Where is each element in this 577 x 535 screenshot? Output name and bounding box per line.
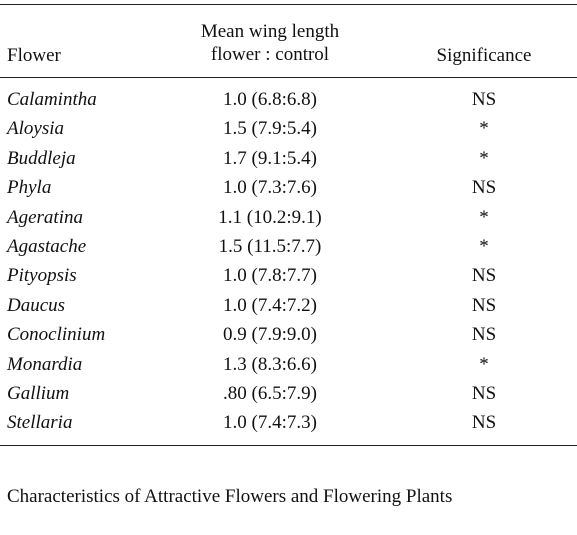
- bottom-rule: [0, 445, 577, 446]
- table-cell: NS: [471, 383, 497, 404]
- caption: Characteristics of Attractive Flowers an…: [7, 486, 453, 507]
- table-cell: 1.0 (7.3:7.6): [223, 177, 317, 199]
- table-cell: Phyla: [7, 177, 52, 199]
- table-cell: 1.0 (7.4:7.3): [223, 412, 317, 434]
- table-cell: 1.5 (7.9:5.4): [223, 118, 317, 140]
- table-cell: Stellaria: [7, 412, 73, 434]
- table-cell: Gallium: [7, 383, 70, 404]
- header-cell: Flower: [7, 45, 61, 66]
- table-cell: Ageratina: [7, 206, 83, 228]
- table-cell: Daucus: [7, 294, 66, 316]
- table-cell: 1.0 (7.8:7.7): [223, 265, 317, 287]
- table-cell: Calamintha: [7, 89, 97, 110]
- table-cell: 1.0 (7.4:7.2): [223, 294, 317, 316]
- header-cell: Mean wing length: [200, 21, 340, 42]
- table-cell: NS: [471, 412, 497, 434]
- table-cell: Aloysia: [7, 118, 64, 140]
- table-cell: Agastache: [7, 236, 87, 257]
- table-cell: *: [479, 147, 489, 169]
- table-cell: NS: [471, 177, 497, 199]
- table-cell: *: [479, 236, 489, 257]
- table-cell: 0.9 (7.9:9.0): [223, 324, 317, 346]
- top-rule: [0, 4, 577, 5]
- table-cell: *: [479, 118, 489, 140]
- table-cell: Conoclinium: [7, 324, 106, 346]
- table-cell: *: [479, 206, 489, 228]
- table-cell: 1.3 (8.3:6.6): [223, 353, 317, 375]
- table-cell: Pityopsis: [7, 265, 77, 287]
- table-cell: Buddleja: [7, 147, 76, 169]
- header-cell: flower : control: [210, 44, 330, 65]
- table-cell: NS: [471, 324, 497, 346]
- table-cell: NS: [471, 294, 497, 316]
- table-cell: 1.7 (9.1:5.4): [223, 147, 317, 169]
- table-cell: 1.5 (11.5:7.7): [218, 236, 322, 257]
- table-cell: *: [479, 353, 489, 375]
- table-cell: NS: [471, 89, 497, 110]
- table-cell: .80 (6.5:7.9): [223, 383, 317, 404]
- table-cell: 1.0 (6.8:6.8): [223, 89, 317, 110]
- table-cell: 1.1 (10.2:9.1): [218, 206, 322, 228]
- header-rule: [0, 77, 577, 78]
- header-cell: Significance: [436, 45, 532, 66]
- table-cell: Monardia: [7, 353, 83, 375]
- table-cell: NS: [471, 265, 497, 287]
